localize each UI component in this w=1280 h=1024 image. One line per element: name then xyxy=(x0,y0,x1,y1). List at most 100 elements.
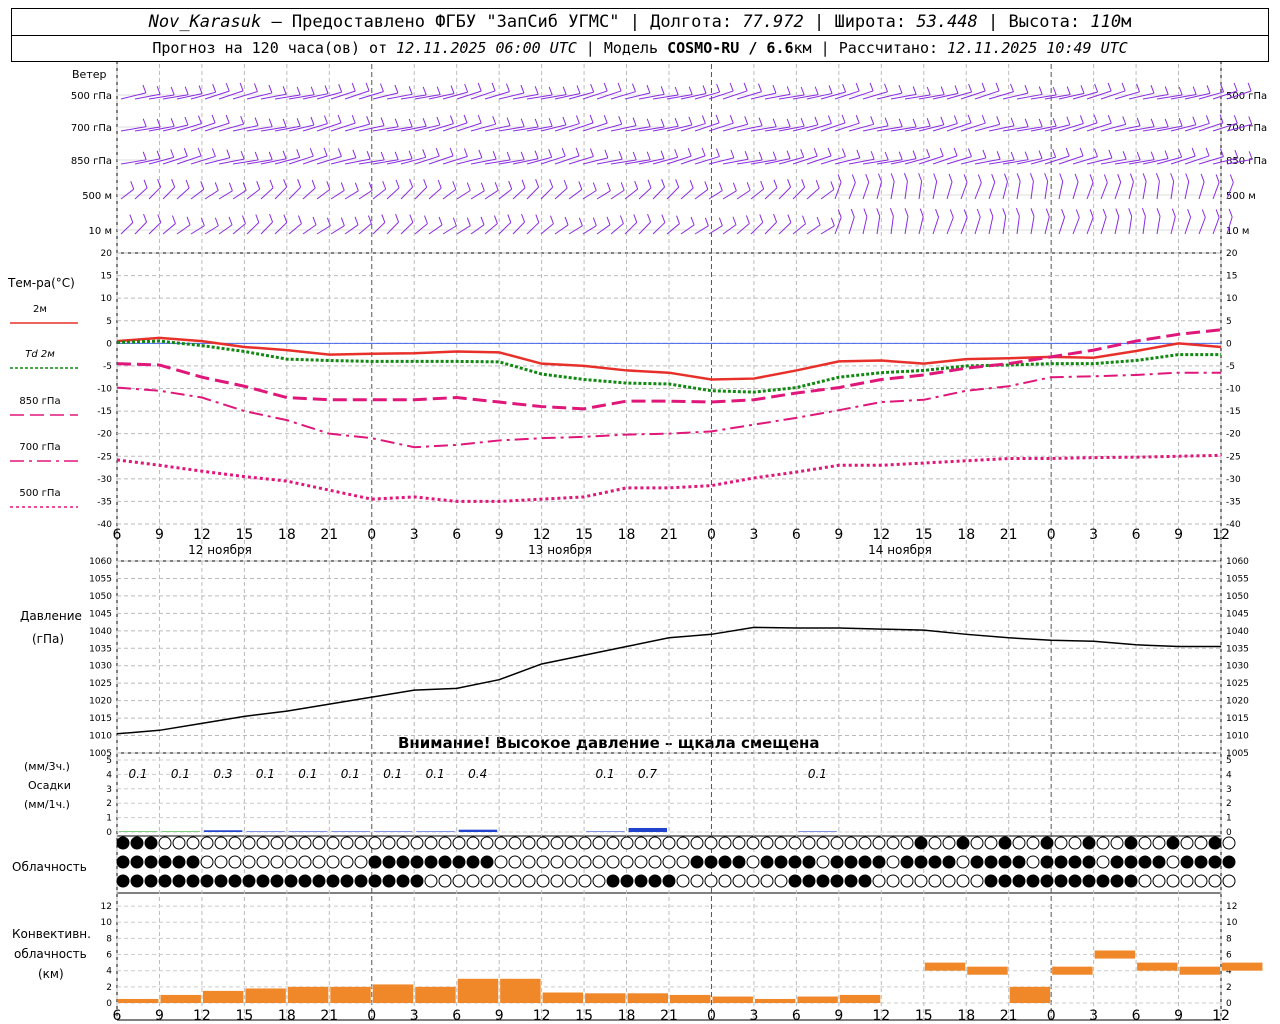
wind-barb xyxy=(1184,122,1210,132)
wind-barb-feather xyxy=(1094,83,1099,93)
time-tick-label: 18 xyxy=(957,1008,975,1024)
wind-barb-feather xyxy=(1215,174,1220,183)
time-tick-label: 0 xyxy=(1047,527,1056,543)
pressure-tick-right: 1040 xyxy=(1226,627,1249,637)
wind-barb-feather xyxy=(1093,148,1098,157)
wind-barb-feather xyxy=(982,149,987,159)
time-tick-label: 6 xyxy=(113,1008,122,1024)
wind-barb-feather xyxy=(493,215,498,224)
wind-barb-feather xyxy=(379,83,384,92)
wind-barb-feather xyxy=(269,179,274,189)
wind-barb-feather xyxy=(1066,116,1071,125)
wind-barb xyxy=(624,126,651,132)
wind-barb-feather xyxy=(1024,84,1029,94)
wind-barb-feather xyxy=(130,181,135,190)
cloud-cover-icon xyxy=(522,855,536,869)
wind-barb-feather xyxy=(1164,150,1169,159)
wind-barb-feather xyxy=(254,151,259,161)
conv-cloud-bar xyxy=(839,994,881,1003)
precip-tick-left: 1 xyxy=(106,814,112,824)
wind-barb-feather xyxy=(1080,85,1085,94)
wind-barb xyxy=(246,159,273,165)
wind-barb-feather xyxy=(228,216,233,226)
wind-barb xyxy=(1100,216,1107,235)
wind-barb xyxy=(596,224,611,235)
wind-barb xyxy=(554,123,580,132)
wind-barb xyxy=(134,158,161,165)
wind-barb xyxy=(918,181,923,200)
wind-barb-feather xyxy=(940,86,945,95)
conv-cloud-bar xyxy=(500,978,541,1003)
wind-barb-feather xyxy=(1178,117,1183,127)
wind-barb-feather xyxy=(940,116,945,125)
model-unit: км xyxy=(793,39,812,57)
wind-barb-feather xyxy=(704,181,709,190)
wind-barb xyxy=(302,187,316,200)
wind-barb-feather xyxy=(760,180,765,190)
wind-barb-feather xyxy=(1192,86,1197,95)
time-tick-label: 12 xyxy=(872,527,890,543)
cloud-cover-icon xyxy=(760,855,774,869)
wind-barb-feather xyxy=(449,115,454,124)
wind-barb xyxy=(288,124,315,132)
precip-tick-right: 3 xyxy=(1226,785,1232,795)
wind-barb-feather xyxy=(365,82,370,92)
wind-barb xyxy=(1058,122,1084,132)
wind-barb-feather xyxy=(323,147,328,157)
cloud-cover-icon xyxy=(620,855,634,869)
temp-series-1 xyxy=(116,339,1221,394)
cloud-cover-icon xyxy=(900,836,914,850)
wind-barb xyxy=(1142,126,1169,132)
wind-barb-feather xyxy=(297,179,302,188)
wind-barb-feather xyxy=(1233,115,1238,124)
wind-barb-feather xyxy=(744,151,749,160)
wind-barb xyxy=(862,216,868,235)
wind-barb xyxy=(806,123,832,132)
wind-barb-feather xyxy=(283,214,288,223)
wind-barb xyxy=(274,156,300,165)
conv-cloud-bar xyxy=(712,996,753,1003)
wind-barb-feather xyxy=(183,148,188,157)
wind-barb xyxy=(176,187,190,200)
wind-barb xyxy=(1142,216,1146,235)
cloud-cover-icon xyxy=(704,855,718,869)
time-tick-label: 21 xyxy=(320,1008,338,1024)
wind-barb-feather xyxy=(674,149,679,158)
temp-tick-left: 15 xyxy=(101,272,112,282)
wind-barb-feather xyxy=(732,182,737,192)
wind-barb-feather xyxy=(436,86,441,95)
conv-unit: (км) xyxy=(38,967,64,981)
wind-barb xyxy=(1212,90,1238,100)
wind-barb xyxy=(596,158,623,165)
cloud-cover-icon xyxy=(354,855,368,869)
cloud-cover-icon xyxy=(452,855,466,869)
pressure-tick-left: 1005 xyxy=(89,749,112,759)
cloud-cover-icon xyxy=(480,874,494,888)
temp-legend-label: 700 гПа xyxy=(19,442,60,453)
wind-barb xyxy=(456,122,482,132)
wind-barb xyxy=(960,182,968,200)
wind-level-label-right: 10 м xyxy=(1226,226,1249,237)
cloud-cover-icon xyxy=(438,874,452,888)
wind-barb-feather xyxy=(297,215,302,224)
alt-label: Высота: xyxy=(1008,12,1081,32)
precip-bar xyxy=(203,830,243,832)
time-tick-label: 18 xyxy=(278,1008,296,1024)
cloud-cover-icon xyxy=(872,874,886,888)
cloud-cover-icon xyxy=(1166,836,1180,850)
wind-barb-feather xyxy=(494,182,499,191)
wind-barb xyxy=(554,187,568,200)
wind-barb-feather xyxy=(816,216,821,226)
wind-barb-feather xyxy=(241,215,246,224)
wind-barb-feather xyxy=(578,217,583,226)
wind-barb-feather xyxy=(520,84,525,94)
wind-level-label-right: 850 гПа xyxy=(1226,156,1267,167)
wind-barb xyxy=(540,94,567,100)
cloud-cover-icon xyxy=(564,836,578,850)
wind-barb-feather xyxy=(674,86,679,96)
wind-barb xyxy=(778,222,792,235)
wind-barb xyxy=(1030,125,1057,132)
wind-barb xyxy=(1128,92,1155,100)
time-tick-label: 3 xyxy=(749,1008,758,1024)
calc-label: Рассчитано: xyxy=(838,39,939,57)
